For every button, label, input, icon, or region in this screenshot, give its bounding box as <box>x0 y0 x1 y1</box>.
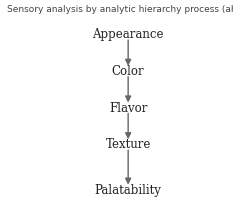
Text: Flavor: Flavor <box>109 102 147 114</box>
Text: Sensory analysis by analytic hierarchy process (ahp): Sensory analysis by analytic hierarchy p… <box>7 5 233 14</box>
Text: Texture: Texture <box>106 138 151 151</box>
Text: Color: Color <box>112 65 144 78</box>
Text: Palatability: Palatability <box>95 184 162 197</box>
Text: Appearance: Appearance <box>93 28 164 41</box>
